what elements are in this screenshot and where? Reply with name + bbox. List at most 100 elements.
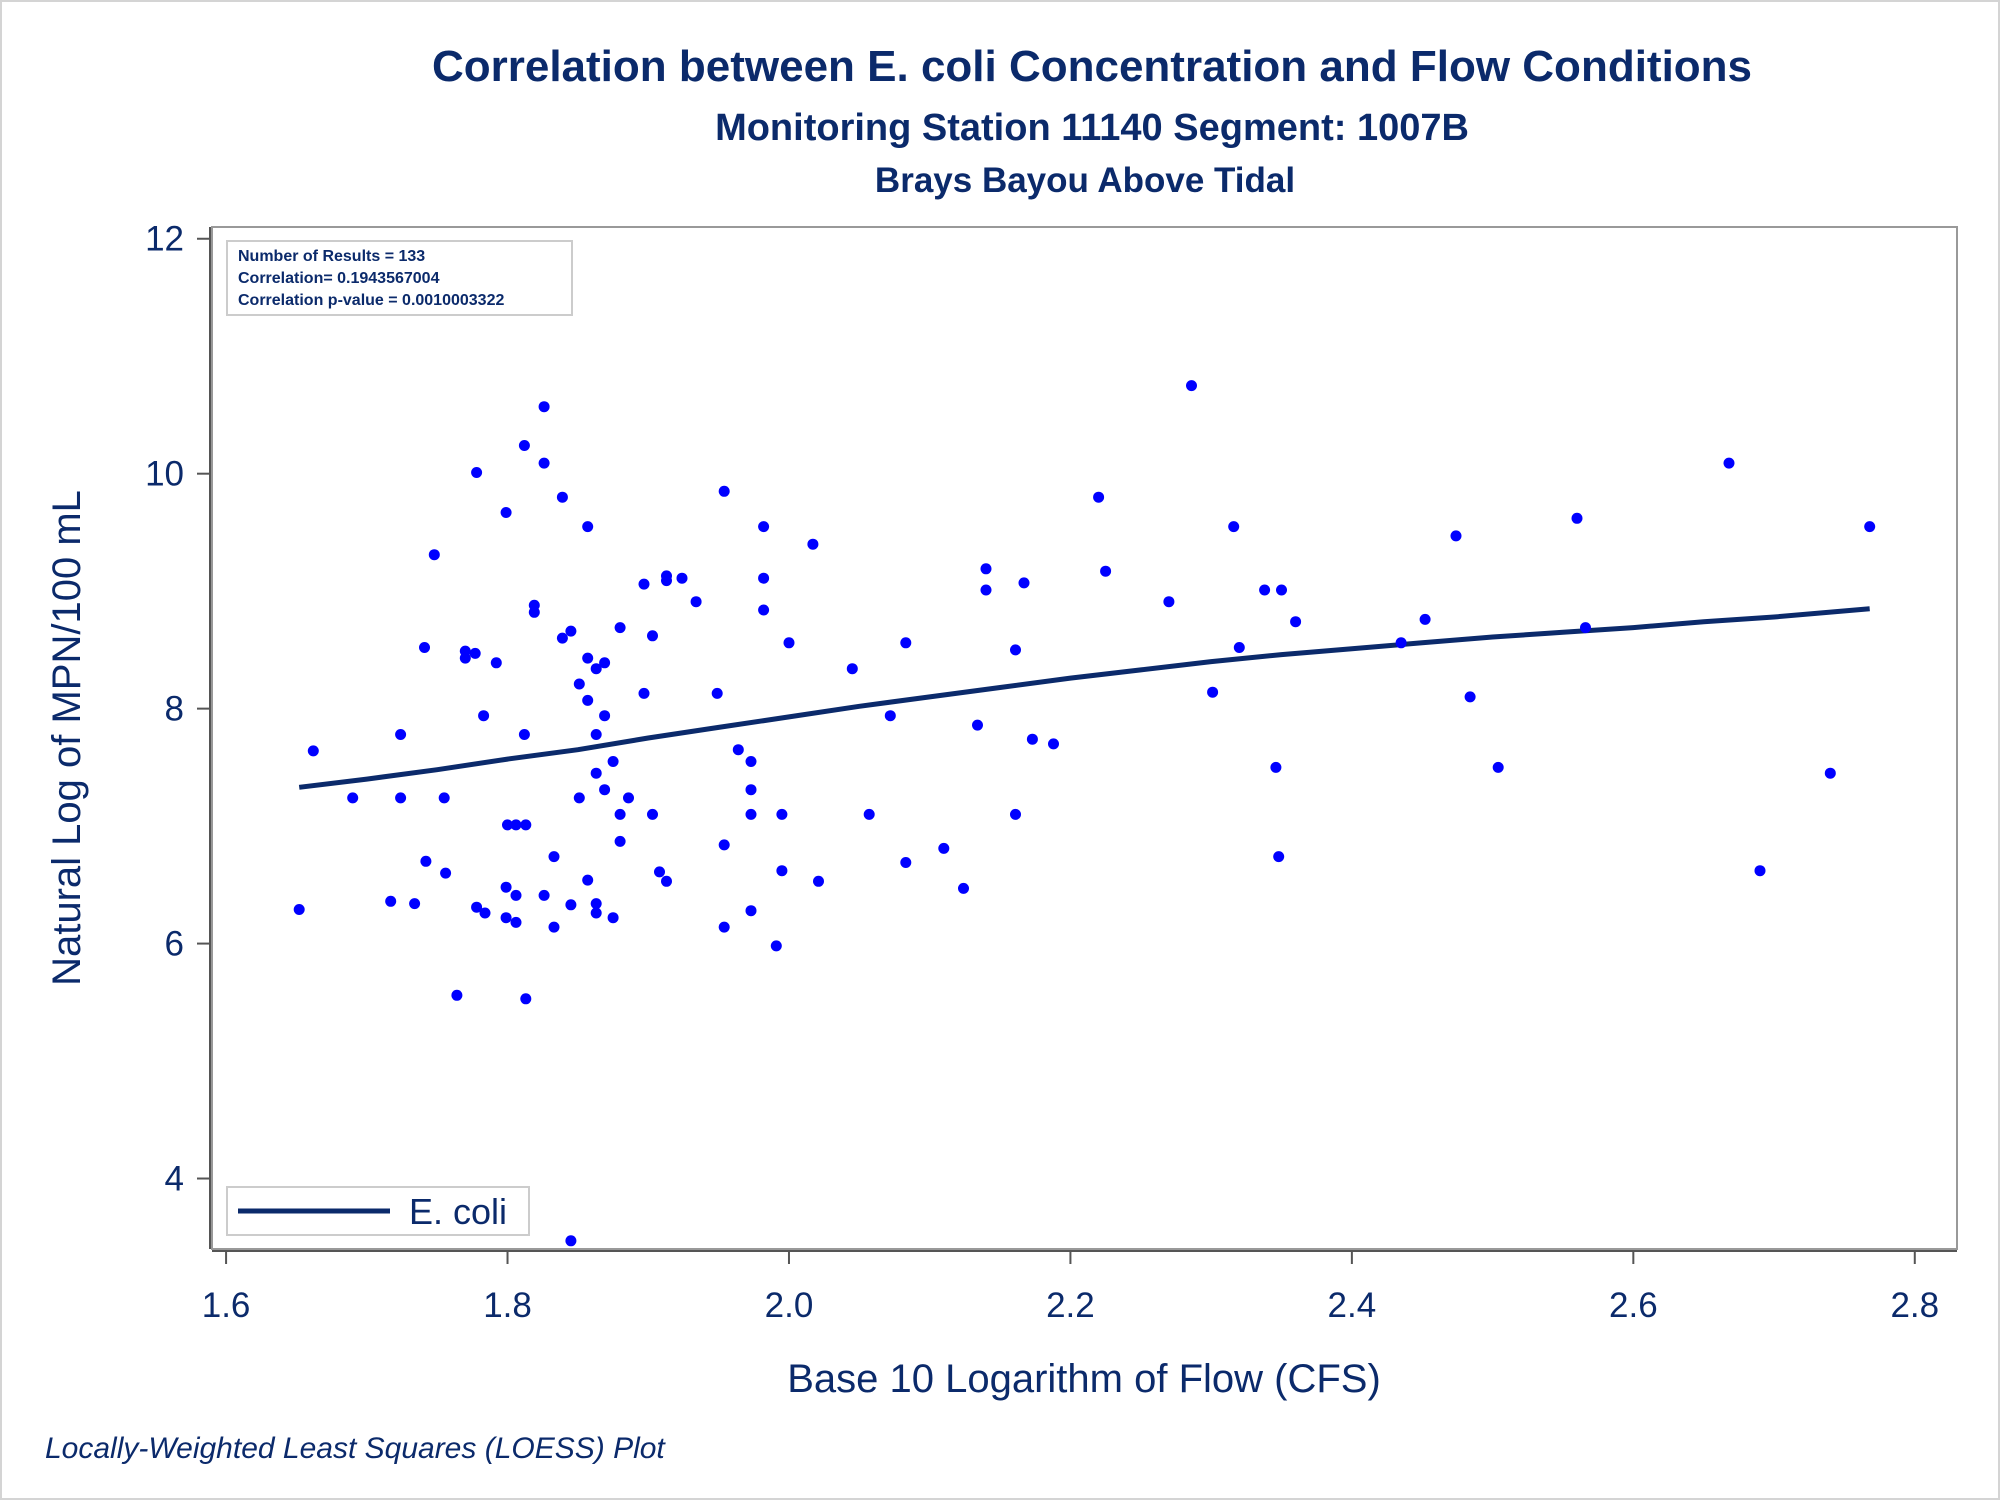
data-point [1010, 644, 1021, 656]
data-point [690, 596, 702, 608]
data-point [1290, 616, 1302, 628]
data-point [1419, 613, 1431, 625]
data-point [980, 584, 992, 596]
data-point [590, 729, 602, 740]
data-point [599, 710, 611, 722]
chart-subtitle-location: Brays Bayou Above Tidal [875, 161, 1295, 200]
x-tick-label: 1.8 [483, 1286, 532, 1325]
data-point [900, 857, 912, 868]
data-point [538, 889, 550, 901]
data-point [307, 745, 319, 757]
data-point [510, 889, 522, 901]
chart-subtitle: Monitoring Station 11140 Segment: 1007B [715, 107, 1469, 149]
data-point [528, 606, 540, 618]
data-point [500, 507, 512, 518]
x-tick-label: 2.6 [1609, 1286, 1658, 1325]
data-point [556, 632, 568, 644]
data-point [745, 808, 757, 820]
data-point [1754, 865, 1766, 877]
data-point [758, 521, 770, 533]
data-point [518, 440, 530, 451]
data-point [438, 792, 450, 804]
data-point [623, 792, 634, 804]
data-point [548, 851, 560, 863]
footnote: Locally-Weighted Least Squares (LOESS) P… [45, 1432, 666, 1465]
data-point [770, 940, 782, 952]
data-point [419, 642, 430, 653]
data-point [538, 457, 550, 469]
data-point [1100, 565, 1112, 577]
statistics-box-frame [226, 240, 573, 316]
data-point [518, 729, 530, 740]
plot-area [211, 226, 1958, 1250]
data-point [1395, 637, 1407, 649]
data-point [479, 907, 491, 919]
data-point [599, 657, 611, 669]
data-point [1492, 761, 1504, 773]
data-point [556, 491, 568, 503]
data-point [654, 866, 665, 878]
data-point [420, 855, 432, 867]
data-point [900, 637, 912, 649]
data-point [582, 521, 594, 533]
data-point [502, 819, 513, 831]
loess-fit-line [298, 606, 1870, 790]
data-point [1093, 491, 1105, 503]
data-point [607, 756, 619, 767]
data-point [776, 808, 788, 820]
data-point [1571, 512, 1583, 524]
data-point [573, 678, 585, 690]
data-point [599, 784, 611, 796]
data-point [776, 865, 788, 877]
data-point [1233, 642, 1245, 653]
data-point [471, 467, 483, 478]
data-point [395, 792, 407, 804]
data-point [395, 729, 407, 740]
data-point [1450, 530, 1462, 542]
data-point [1270, 761, 1282, 773]
data-point [582, 652, 594, 664]
y-tick-label: 4 [165, 1160, 184, 1199]
data-point [638, 687, 650, 699]
data-point [807, 538, 819, 550]
data-point [451, 989, 463, 1001]
data-point [958, 882, 969, 894]
data-point [745, 756, 757, 767]
data-point [1273, 851, 1285, 863]
data-point [440, 867, 452, 879]
data-point [1464, 691, 1476, 703]
y-tick-label: 10 [145, 455, 184, 494]
data-point [565, 899, 577, 911]
loess-fit-layer [298, 606, 1870, 790]
data-point [1186, 380, 1197, 392]
data-point [428, 549, 440, 561]
data-point [500, 912, 512, 924]
data-point [582, 874, 594, 886]
data-point [582, 694, 594, 706]
data-point [471, 901, 483, 913]
data-point [573, 792, 585, 804]
x-tick-label: 2.2 [1046, 1286, 1095, 1325]
data-point [293, 904, 305, 915]
stat-correlation: Correlation= 0.1943567004 [238, 270, 440, 287]
data-point [938, 842, 950, 854]
data-point [1018, 577, 1030, 589]
data-point [745, 784, 757, 796]
y-axis: 4 6 8 10 12 [145, 220, 211, 1249]
data-point [565, 1235, 577, 1247]
data-point [409, 898, 421, 910]
data-point [1824, 767, 1836, 779]
stat-number-of-results: Number of Results = 133 [238, 248, 425, 265]
x-tick-label: 1.6 [202, 1286, 251, 1325]
data-point [520, 819, 532, 831]
data-point [813, 875, 824, 887]
data-point [469, 647, 481, 659]
stat-p-value: Correlation p-value = 0.0010003322 [238, 292, 504, 309]
data-point [1864, 521, 1876, 533]
data-point [590, 907, 602, 919]
data-point [884, 710, 896, 722]
y-tick-label: 12 [145, 220, 184, 259]
data-point [661, 575, 672, 587]
data-point [510, 819, 522, 831]
